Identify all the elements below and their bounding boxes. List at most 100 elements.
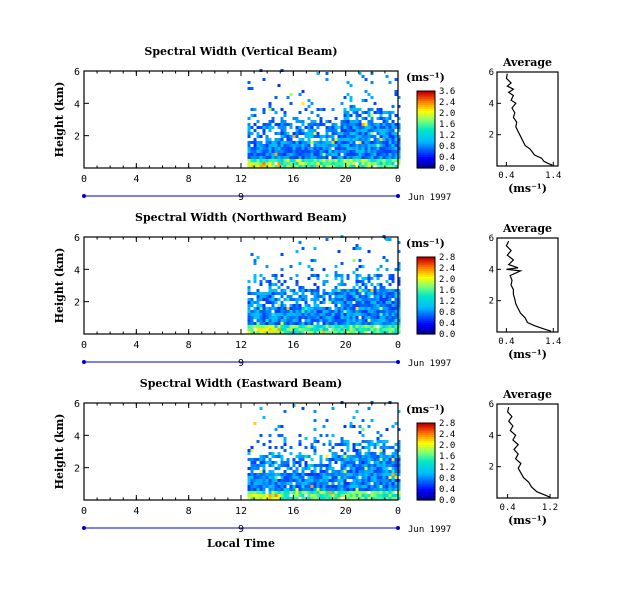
heatmap-cell bbox=[265, 150, 269, 153]
heatmap-cell bbox=[346, 485, 350, 488]
heatmap-cell bbox=[247, 129, 251, 132]
heatmap-cell bbox=[298, 440, 302, 443]
heatmap-cell bbox=[343, 470, 347, 473]
heatmap-cell bbox=[286, 295, 290, 298]
heatmap-cell bbox=[289, 313, 293, 316]
heatmap-cell bbox=[340, 310, 344, 313]
heatmap-cell bbox=[385, 310, 389, 313]
colorbar-segment bbox=[417, 453, 435, 457]
heatmap-cell bbox=[379, 331, 383, 334]
heatmap-cell bbox=[265, 328, 269, 331]
heatmap-cell bbox=[355, 313, 359, 316]
heatmap-cell bbox=[310, 298, 314, 301]
heatmap-cell bbox=[337, 485, 341, 488]
heatmap-cell bbox=[349, 328, 353, 331]
x-tick-label: 4 bbox=[133, 340, 139, 351]
heatmap-cell bbox=[373, 464, 377, 467]
heatmap-cell bbox=[343, 138, 347, 141]
colorbar-segment bbox=[417, 129, 435, 132]
heatmap-cell bbox=[388, 497, 392, 500]
heatmap-cell bbox=[337, 292, 341, 295]
heatmap-cell bbox=[304, 467, 308, 470]
heatmap-cell bbox=[349, 331, 353, 334]
heatmap-cell bbox=[298, 298, 302, 301]
heatmap-cell bbox=[256, 147, 260, 150]
heatmap-cell bbox=[376, 156, 380, 159]
heatmap-cell bbox=[346, 165, 350, 168]
heatmap-cell bbox=[295, 473, 299, 476]
heatmap-cell bbox=[388, 126, 392, 129]
heatmap-cell bbox=[382, 286, 386, 289]
heatmap-cell bbox=[259, 147, 263, 150]
colorbar-segment bbox=[417, 114, 435, 117]
heatmap-cell bbox=[397, 147, 401, 150]
heatmap-cell bbox=[367, 138, 371, 141]
heatmap-cell bbox=[337, 331, 341, 334]
heatmap-cell bbox=[268, 473, 272, 476]
heatmap-cell bbox=[301, 313, 305, 316]
colorbar-segment bbox=[417, 476, 435, 480]
heatmap-cell bbox=[304, 141, 308, 144]
heatmap-cell bbox=[379, 159, 383, 162]
heatmap-cell bbox=[370, 467, 374, 470]
heatmap-cell bbox=[256, 316, 260, 319]
profile-frame bbox=[496, 71, 559, 167]
heatmap-cell bbox=[325, 72, 329, 75]
heatmap-cell bbox=[397, 467, 401, 470]
heatmap-cell bbox=[379, 328, 383, 331]
heatmap-cell bbox=[328, 494, 332, 497]
heatmap-cell bbox=[247, 286, 251, 289]
heatmap-cell bbox=[331, 141, 335, 144]
heatmap-cell bbox=[262, 479, 266, 482]
heatmap-cell bbox=[268, 452, 272, 455]
heatmap-cell bbox=[262, 328, 266, 331]
heatmap-cell bbox=[283, 120, 287, 123]
heatmap-cell bbox=[304, 147, 308, 150]
heatmap-cell bbox=[340, 316, 344, 319]
heatmap-cell bbox=[298, 491, 302, 494]
heatmap-cell bbox=[364, 135, 368, 138]
heatmap-cell bbox=[352, 126, 356, 129]
heatmap-cell bbox=[295, 331, 299, 334]
heatmap-cell bbox=[268, 120, 272, 123]
heatmap-cell bbox=[397, 322, 401, 325]
heatmap-cell bbox=[379, 292, 383, 295]
heatmap-cell bbox=[340, 295, 344, 298]
heatmap-cell bbox=[349, 298, 353, 301]
heatmap-cell bbox=[280, 123, 284, 126]
heatmap-cell bbox=[328, 485, 332, 488]
heatmap-cell bbox=[298, 316, 302, 319]
heatmap-cell bbox=[304, 162, 308, 165]
heatmap-cell bbox=[250, 470, 254, 473]
heatmap-cell bbox=[361, 316, 365, 319]
heatmap-cell bbox=[349, 464, 353, 467]
heatmap-cell bbox=[286, 331, 290, 334]
x-tick-label: 0 bbox=[81, 506, 87, 517]
heatmap-cell bbox=[319, 461, 323, 464]
heatmap-cell bbox=[331, 482, 335, 485]
heatmap-cell bbox=[256, 298, 260, 301]
heatmap-cell bbox=[346, 156, 350, 159]
heatmap-cell bbox=[280, 488, 284, 491]
heatmap-cell bbox=[313, 316, 317, 319]
heatmap-cell bbox=[385, 467, 389, 470]
heatmap-cell bbox=[319, 319, 323, 322]
heatmap-cell bbox=[346, 440, 350, 443]
heatmap-cell bbox=[274, 156, 278, 159]
heatmap-cell bbox=[253, 129, 257, 132]
heatmap-cell bbox=[301, 247, 305, 250]
heatmap-cell bbox=[361, 467, 365, 470]
heatmap-cell bbox=[259, 455, 263, 458]
heatmap-cell bbox=[367, 310, 371, 313]
heatmap-cell bbox=[370, 307, 374, 310]
heatmap-cell bbox=[358, 162, 362, 165]
heatmap-cell bbox=[337, 443, 341, 446]
heatmap-cell bbox=[343, 491, 347, 494]
heatmap-cell bbox=[343, 452, 347, 455]
heatmap-cell bbox=[382, 325, 386, 328]
heatmap-cell bbox=[292, 404, 296, 407]
heatmap-cell bbox=[340, 473, 344, 476]
heatmap-cell bbox=[379, 494, 383, 497]
heatmap-cell bbox=[247, 123, 251, 126]
heatmap-cell bbox=[364, 117, 368, 120]
